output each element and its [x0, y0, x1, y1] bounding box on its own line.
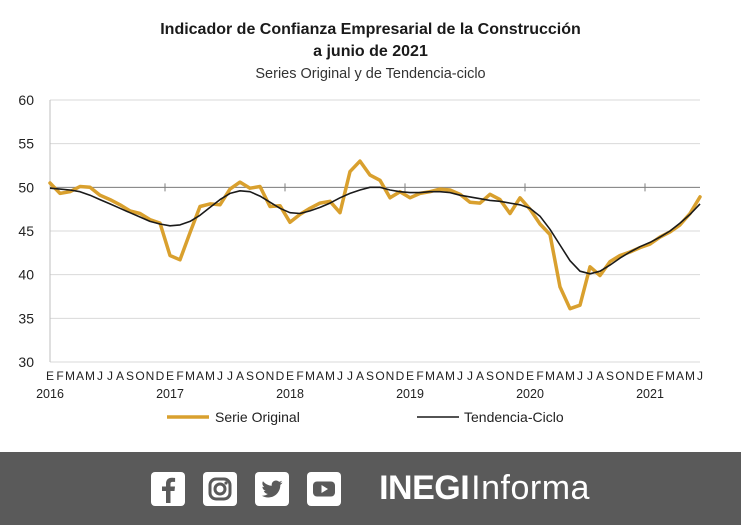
x-tick-month: E [286, 369, 294, 383]
x-tick-month: S [366, 369, 374, 383]
x-tick-month: J [107, 369, 113, 383]
x-tick-month: J [587, 369, 593, 383]
x-tick-month: J [457, 369, 463, 383]
series-line-tendencia-ciclo [49, 186, 701, 275]
x-tick-month: O [495, 369, 504, 383]
x-tick-month: M [185, 369, 195, 383]
x-tick-month: J [227, 369, 233, 383]
x-tick-month: J [347, 369, 353, 383]
x-tick-month: O [615, 369, 624, 383]
x-tick-month: F [656, 369, 663, 383]
x-tick-month: F [296, 369, 303, 383]
x-tick-month: M [205, 369, 215, 383]
twitter-icon[interactable] [255, 471, 290, 506]
x-tick-month: A [196, 369, 204, 383]
x-tick-year-2018: 2018 [276, 387, 304, 401]
y-tick-label-50: 50 [18, 179, 34, 195]
x-tick-month: M [445, 369, 455, 383]
x-tick-month: S [246, 369, 254, 383]
x-tick-month: A [556, 369, 564, 383]
x-tick-month: J [337, 369, 343, 383]
x-tick-month: E [46, 369, 54, 383]
x-tick-year-2019: 2019 [396, 387, 424, 401]
chart-title-line1: Indicador de Confianza Empresarial de la… [160, 21, 581, 38]
x-tick-month: D [396, 369, 405, 383]
x-tick-year-2021: 2021 [636, 387, 664, 401]
x-tick-month: M [65, 369, 75, 383]
instagram-icon[interactable] [203, 471, 238, 506]
footer-bar: INEGI Informa [0, 452, 741, 525]
x-tick-month: J [97, 369, 103, 383]
legend-label-serie-original: Serie Original [215, 409, 300, 425]
x-tick-month: A [236, 369, 244, 383]
x-tick-month: F [416, 369, 423, 383]
x-tick-month: N [386, 369, 395, 383]
x-tick-month: O [255, 369, 264, 383]
chart-title-line2: a junio de 2021 [313, 43, 428, 60]
y-tick-label-45: 45 [18, 223, 34, 239]
x-tick-month: N [506, 369, 515, 383]
x-tick-month: M [425, 369, 435, 383]
x-tick-month: A [116, 369, 124, 383]
legend-label-tendencia-ciclo: Tendencia-Ciclo [464, 409, 564, 425]
social-icons [151, 471, 342, 506]
x-tick-month: E [526, 369, 534, 383]
x-tick-month: A [596, 369, 604, 383]
x-tick-month: M [565, 369, 575, 383]
x-tick-month: E [166, 369, 174, 383]
brand-bold: INEGI [379, 469, 470, 507]
x-tick-month: D [636, 369, 645, 383]
chart-subtitle: Series Original y de Tendencia-ciclo [255, 66, 486, 82]
x-tick-month: E [406, 369, 414, 383]
youtube-icon[interactable] [307, 471, 342, 506]
x-tick-month: A [676, 369, 684, 383]
x-tick-month: M [85, 369, 95, 383]
x-tick-month: M [305, 369, 315, 383]
x-tick-month: M [325, 369, 335, 383]
x-tick-month: J [577, 369, 583, 383]
x-tick-month: O [375, 369, 384, 383]
x-tick-month: N [146, 369, 155, 383]
x-tick-month: M [545, 369, 555, 383]
x-tick-month: O [135, 369, 144, 383]
series-line-serie-original [48, 159, 702, 311]
inegi-informa-logo: INEGI Informa [379, 469, 590, 508]
x-tick-month: A [356, 369, 364, 383]
x-tick-month: D [156, 369, 165, 383]
y-tick-label-35: 35 [18, 310, 34, 326]
x-tick-month: F [536, 369, 543, 383]
x-tick-month: S [606, 369, 614, 383]
x-tick-month: S [126, 369, 134, 383]
x-tick-month: E [646, 369, 654, 383]
x-tick-year-2016: 2016 [36, 387, 64, 401]
x-tick-year-2020: 2020 [516, 387, 544, 401]
y-tick-label-40: 40 [18, 267, 34, 283]
x-tick-month: F [176, 369, 183, 383]
brand-light: Informa [471, 469, 590, 507]
x-tick-month: D [516, 369, 525, 383]
x-tick-month: S [486, 369, 494, 383]
x-tick-month: A [76, 369, 84, 383]
x-tick-month: F [56, 369, 63, 383]
x-tick-month: A [316, 369, 324, 383]
y-tick-label-30: 30 [18, 354, 34, 370]
x-tick-month: D [276, 369, 285, 383]
x-tick-month: M [665, 369, 675, 383]
x-tick-month: N [266, 369, 275, 383]
chart-area: Indicador de Confianza Empresarial de la… [18, 21, 703, 425]
x-tick-month: J [697, 369, 703, 383]
x-tick-month: M [685, 369, 695, 383]
x-tick-month: J [217, 369, 223, 383]
x-tick-month: N [626, 369, 635, 383]
x-tick-month: J [467, 369, 473, 383]
y-tick-label-60: 60 [18, 92, 34, 108]
y-tick-label-55: 55 [18, 136, 34, 152]
facebook-icon[interactable] [151, 471, 186, 506]
x-tick-year-2017: 2017 [156, 387, 184, 401]
x-tick-month: A [436, 369, 444, 383]
x-tick-month: A [476, 369, 484, 383]
